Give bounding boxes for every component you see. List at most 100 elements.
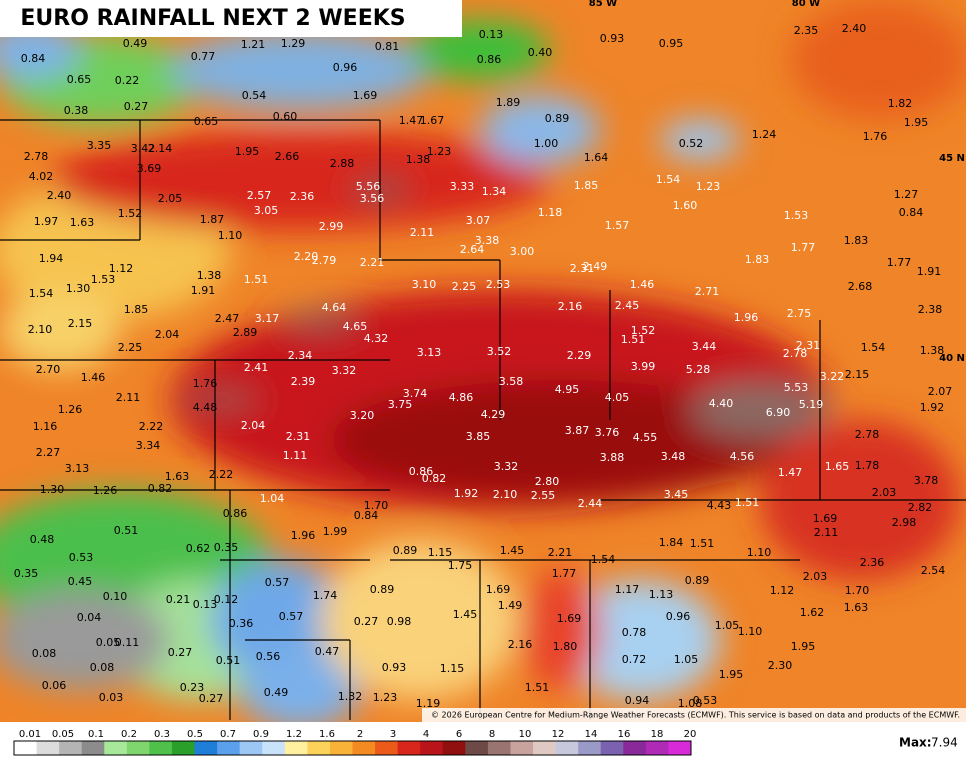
legend-swatch: [36, 741, 60, 755]
legend-label: 0.1: [88, 729, 104, 740]
rain-value: 1.30: [40, 483, 65, 496]
rain-value: 1.95: [719, 668, 744, 681]
rain-value: 2.31: [286, 430, 311, 443]
rain-value: 0.51: [114, 524, 139, 537]
legend-label: 1.2: [286, 729, 302, 740]
rain-value: 1.23: [373, 691, 398, 704]
legend-swatch: [375, 741, 399, 755]
rain-value: 0.86: [477, 53, 502, 66]
rain-value: 1.76: [193, 377, 218, 390]
rain-value: 2.10: [28, 323, 53, 336]
rain-value: 3.56: [360, 192, 385, 205]
rain-value: 2.29: [567, 349, 592, 362]
rain-value: 2.40: [842, 22, 867, 35]
rain-value: 0.84: [21, 52, 46, 65]
legend-swatch: [668, 741, 692, 755]
rain-value: 1.05: [715, 619, 740, 632]
rain-value: 2.79: [312, 254, 337, 267]
rain-value: 1.38: [406, 153, 431, 166]
rain-value: 0.65: [194, 115, 219, 128]
rain-value: 1.75: [448, 559, 473, 572]
rain-value: 1.92: [454, 487, 479, 500]
rain-value: 4.48: [193, 401, 218, 414]
rain-value: 1.76: [863, 130, 888, 143]
rain-value: 3.00: [510, 245, 535, 258]
rain-value: 0.84: [354, 509, 379, 522]
rain-value: 1.83: [844, 234, 869, 247]
rain-value: 3.07: [466, 214, 491, 227]
rain-value: 1.23: [427, 145, 452, 158]
rain-value: 0.96: [333, 61, 358, 74]
rain-value: 1.91: [191, 284, 216, 297]
rain-value: 0.81: [375, 40, 400, 53]
rain-value: 1.94: [39, 252, 64, 265]
map-background: [0, 0, 966, 730]
grid-label: 85 W: [589, 0, 617, 9]
rain-value: 0.82: [422, 472, 447, 485]
rain-value: 0.86: [409, 465, 434, 478]
legend: 0.01 0.05 0.1 0.2 0.3 0.5 0.7 0.9 1.2 1.6 2 3 4 6 8 10 1…: [13, 729, 696, 756]
rain-value: 0.13: [193, 598, 218, 611]
rain-value: 1.10: [738, 625, 763, 638]
rain-value: 1.47: [399, 114, 424, 127]
legend-label: 0.5: [187, 729, 203, 740]
rain-value: 1.92: [920, 401, 945, 414]
legend-swatch: [465, 741, 489, 755]
rain-value: 1.60: [673, 199, 698, 212]
rain-value: 4.29: [481, 408, 506, 421]
rain-value: 1.04: [260, 492, 285, 505]
legend-label: 0.7: [220, 729, 236, 740]
rain-value: 1.11: [283, 449, 308, 462]
rain-value: 3.32: [494, 460, 519, 473]
rain-value: 2.21: [548, 546, 573, 559]
legend-label: 3: [390, 729, 396, 740]
rain-value: 1.82: [888, 97, 913, 110]
legend-swatch: [329, 741, 353, 755]
rain-value: 1.10: [747, 546, 772, 559]
rain-value: 1.27: [894, 188, 919, 201]
legend-swatch: [420, 741, 444, 755]
rain-value: 1.26: [93, 484, 118, 497]
rain-value: 1.95: [235, 145, 260, 158]
legend-label: 16: [618, 729, 631, 740]
rain-value: 2.41: [244, 361, 269, 374]
rain-value: 2.78: [783, 347, 808, 360]
rain-value: 0.38: [64, 104, 89, 117]
rain-value: 1.46: [81, 371, 106, 384]
rain-value: 0.05: [96, 636, 121, 649]
rain-value: 4.86: [449, 391, 474, 404]
title: EURO RAINFALL NEXT 2 WEEKS: [20, 6, 405, 31]
rain-value: 3.74: [403, 387, 428, 400]
rain-value: 1.63: [165, 470, 190, 483]
legend-swatch: [352, 741, 376, 755]
rain-value: 0.86: [223, 507, 248, 520]
rain-value: 2.88: [330, 157, 355, 170]
rain-value: 2.80: [535, 475, 560, 488]
rain-value: 2.54: [921, 564, 946, 577]
rain-value: 2.53: [486, 278, 511, 291]
rain-value: 2.27: [36, 446, 61, 459]
rain-value: 5.56: [356, 180, 381, 193]
rain-value: 1.95: [791, 640, 816, 653]
grid-label: 40 N: [939, 353, 965, 364]
rain-value: 3.99: [631, 360, 656, 373]
rain-value: 0.57: [279, 610, 304, 623]
rain-value: 0.65: [67, 73, 92, 86]
rain-value: 2.89: [233, 326, 258, 339]
rain-value: 1.52: [118, 207, 143, 220]
rain-value: 1.21: [241, 38, 266, 51]
rain-value: 4.64: [322, 301, 347, 314]
legend-swatch: [149, 741, 173, 755]
rain-value: 4.95: [555, 383, 580, 396]
rain-value: 3.85: [466, 430, 491, 443]
rain-value: 3.20: [350, 409, 375, 422]
legend-swatch: [533, 741, 557, 755]
rain-value: 2.49: [583, 260, 608, 273]
rain-value: 1.46: [630, 278, 655, 291]
rain-value: 4.32: [364, 332, 389, 345]
rain-value: 2.15: [68, 317, 93, 330]
rain-value: 1.95: [904, 116, 929, 129]
rain-value: 2.99: [319, 220, 344, 233]
rain-value: 2.16: [558, 300, 583, 313]
